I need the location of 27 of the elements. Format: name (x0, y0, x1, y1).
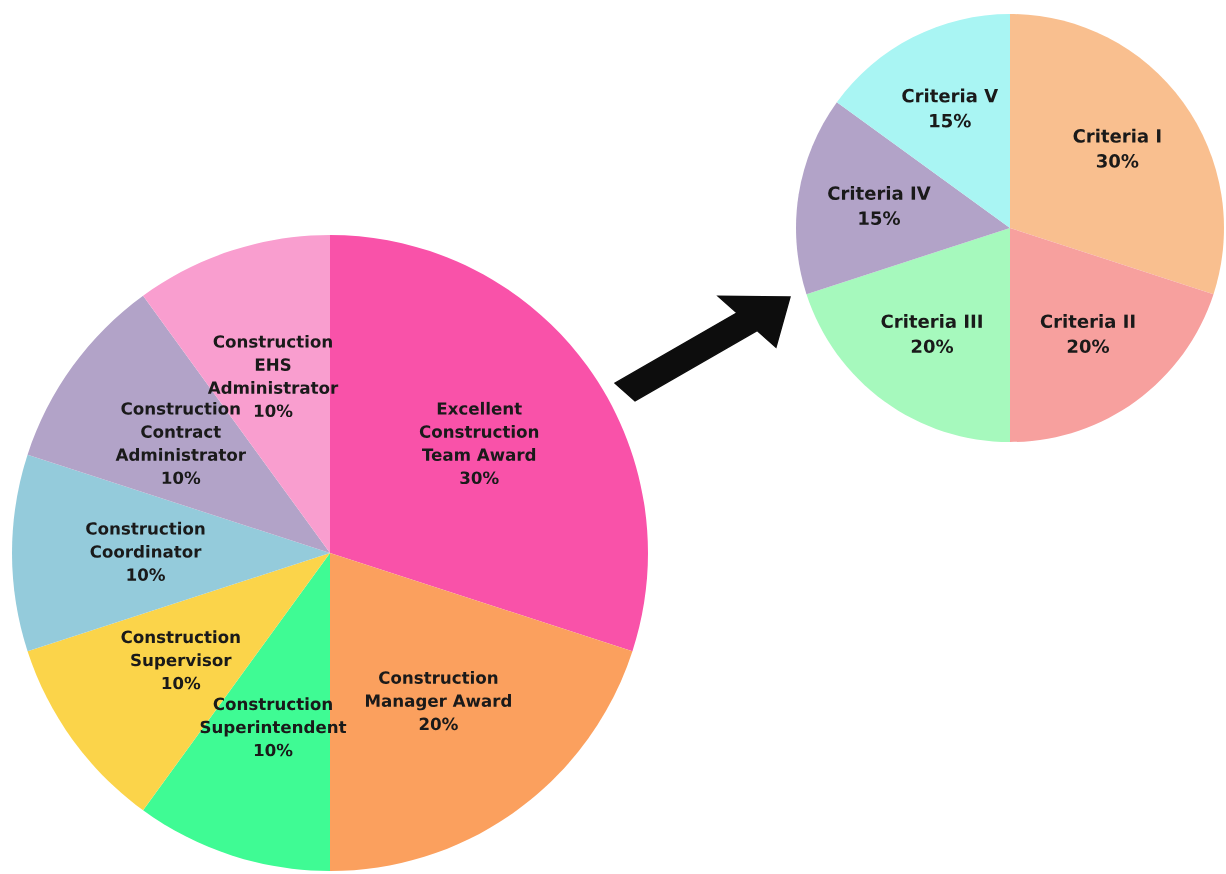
pie-slice (1010, 14, 1224, 295)
slice-label: Criteria II (1040, 314, 1135, 329)
data-label: 30% (460, 471, 499, 485)
slice-label: Construction Contract Administrator (115, 401, 246, 461)
slice-label: Construction Supervisor (121, 630, 240, 670)
pie-slice (806, 228, 1010, 442)
data-label: 30% (1096, 154, 1139, 168)
data-label: 10% (127, 568, 165, 581)
data-label: 15% (859, 211, 900, 225)
data-label: 15% (930, 113, 971, 128)
data-label: 10% (254, 404, 293, 418)
slice-label: Criteria III (881, 314, 982, 329)
data-label: 10% (162, 676, 201, 690)
slice-label: Criteria V (902, 88, 999, 103)
data-label: 20% (911, 339, 954, 354)
slice-label: Excellent Construction Team Award (419, 401, 539, 461)
slice-label: Construction Manager Award (366, 670, 511, 711)
slice-label: Criteria I (1073, 128, 1161, 143)
data-label: 10% (254, 743, 293, 757)
slice-label: Criteria IV (828, 186, 931, 200)
pie-slice (1010, 228, 1214, 442)
data-label: 20% (419, 717, 458, 731)
slice-label: Construction Coordinator (86, 521, 205, 558)
slice-label: Construction EHS Administrator (207, 334, 339, 394)
data-label: 20% (1067, 339, 1110, 354)
pie-slice (796, 102, 1010, 295)
data-label: 10% (162, 471, 201, 485)
